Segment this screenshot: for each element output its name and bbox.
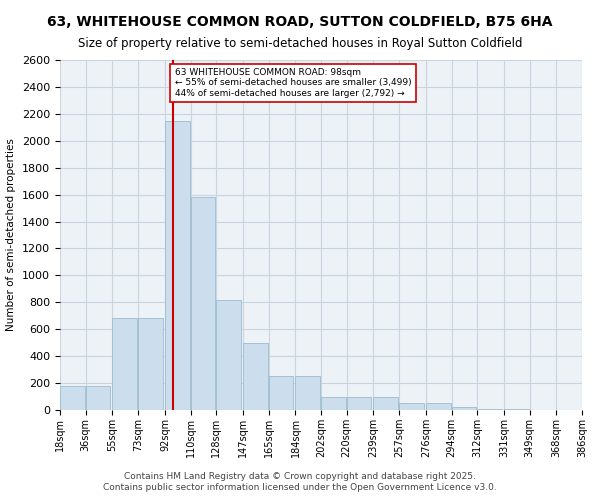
- Bar: [426, 402, 451, 410]
- Bar: [321, 396, 346, 410]
- Text: Contains public sector information licensed under the Open Government Licence v3: Contains public sector information licen…: [103, 484, 497, 492]
- Bar: [295, 376, 320, 410]
- Bar: [216, 300, 241, 410]
- Bar: [477, 408, 502, 410]
- Bar: [112, 318, 137, 410]
- Bar: [243, 342, 268, 410]
- Bar: [165, 120, 190, 410]
- Bar: [86, 386, 110, 410]
- Text: Size of property relative to semi-detached houses in Royal Sutton Coldfield: Size of property relative to semi-detach…: [78, 38, 522, 51]
- Text: 63 WHITEHOUSE COMMON ROAD: 98sqm
← 55% of semi-detached houses are smaller (3,49: 63 WHITEHOUSE COMMON ROAD: 98sqm ← 55% o…: [175, 68, 412, 98]
- Bar: [191, 198, 215, 410]
- Text: 63, WHITEHOUSE COMMON ROAD, SUTTON COLDFIELD, B75 6HA: 63, WHITEHOUSE COMMON ROAD, SUTTON COLDF…: [47, 15, 553, 29]
- Bar: [347, 396, 371, 410]
- Bar: [138, 318, 163, 410]
- Bar: [373, 396, 398, 410]
- Bar: [452, 406, 476, 410]
- Y-axis label: Number of semi-detached properties: Number of semi-detached properties: [7, 138, 16, 332]
- Bar: [399, 402, 424, 410]
- Bar: [269, 376, 293, 410]
- Text: Contains HM Land Registry data © Crown copyright and database right 2025.: Contains HM Land Registry data © Crown c…: [124, 472, 476, 481]
- Bar: [60, 386, 85, 410]
